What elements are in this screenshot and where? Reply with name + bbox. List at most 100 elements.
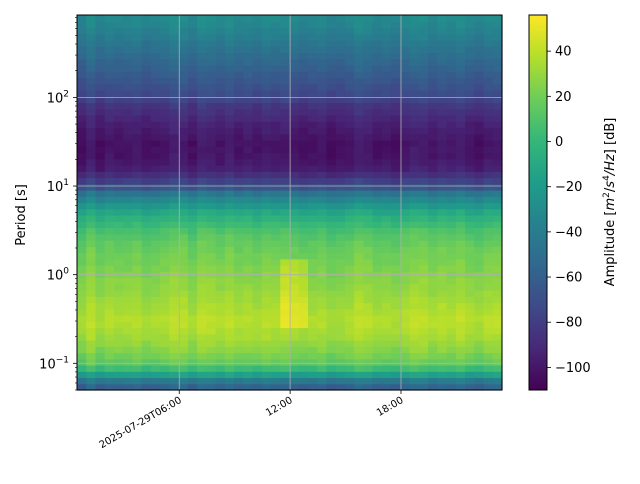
heatmap-cell (400, 108, 411, 116)
heatmap-cell (474, 377, 485, 385)
heatmap-cell (465, 208, 475, 216)
heatmap-cell (206, 158, 217, 166)
heatmap-cell (317, 21, 328, 29)
heatmap-cell (123, 308, 134, 316)
heatmap-cell (437, 333, 448, 341)
heatmap-cell (86, 127, 97, 135)
heatmap-cell (492, 190, 503, 197)
heatmap-cell (187, 190, 198, 197)
heatmap-cell (160, 190, 170, 197)
heatmap-cell (280, 152, 291, 160)
heatmap-cell (372, 96, 383, 104)
heatmap-cell (446, 21, 457, 29)
heatmap-cell (261, 208, 272, 216)
heatmap-cell (150, 171, 161, 179)
heatmap-cell (271, 27, 281, 35)
heatmap-cell (474, 352, 485, 360)
heatmap-cell (483, 346, 494, 354)
heatmap-cell (428, 115, 438, 122)
heatmap-cell (455, 71, 466, 79)
heatmap-cell (197, 296, 207, 304)
heatmap-cell (271, 290, 281, 297)
heatmap-cell (437, 102, 448, 110)
heatmap-cell (317, 71, 328, 79)
heatmap-cell (123, 246, 134, 254)
heatmap-cell (437, 127, 448, 135)
heatmap-cell (418, 252, 429, 260)
heatmap-cell (409, 365, 420, 372)
heatmap-cell (428, 358, 438, 366)
heatmap-cell (409, 308, 420, 316)
heatmap-cell (289, 340, 300, 347)
heatmap-cell (206, 352, 217, 360)
heatmap-cell (354, 327, 365, 335)
heatmap-cell (243, 102, 254, 110)
heatmap-cell (271, 352, 281, 360)
heatmap-cell (141, 252, 152, 260)
heatmap-cell (243, 215, 254, 222)
heatmap-cell (465, 83, 475, 91)
heatmap-cell (169, 33, 180, 41)
heatmap-cell (215, 121, 226, 129)
heatmap-cell (261, 77, 272, 85)
heatmap-cell (86, 215, 97, 222)
heatmap-cell (418, 321, 429, 329)
heatmap-cell (492, 202, 503, 210)
heatmap-cell (252, 352, 263, 360)
heatmap-cell (178, 190, 189, 197)
heatmap-cell (280, 221, 291, 229)
heatmap-cell (224, 358, 235, 366)
heatmap-cell (455, 102, 466, 110)
heatmap-cell (289, 102, 300, 110)
heatmap-cell (492, 246, 503, 254)
heatmap-cell (492, 352, 503, 360)
heatmap-cell (354, 302, 365, 310)
heatmap-cell (187, 83, 198, 91)
heatmap-cell (280, 371, 291, 379)
heatmap-cell (280, 115, 291, 122)
heatmap-cell (113, 246, 124, 254)
heatmap-cell (307, 133, 318, 141)
heatmap-cell (372, 208, 383, 216)
axis-ticks (73, 17, 402, 394)
heatmap-cell (354, 77, 365, 85)
heatmap-cell (307, 121, 318, 129)
heatmap-cell (271, 65, 281, 72)
heatmap-cell (391, 315, 401, 322)
heatmap-cell (483, 215, 494, 222)
heatmap-cell (95, 190, 106, 197)
heatmap-cell (409, 165, 420, 172)
heatmap-cell (446, 358, 457, 366)
heatmap-cell (141, 321, 152, 329)
heatmap-cell (437, 208, 448, 216)
heatmap-cell (77, 196, 87, 204)
heatmap-cell (206, 377, 217, 385)
heatmap-cell (150, 46, 161, 54)
heatmap-cell (197, 265, 207, 272)
heatmap-cell (261, 283, 272, 291)
heatmap-cell (150, 371, 161, 379)
heatmap-cell (446, 252, 457, 260)
heatmap-cell (150, 202, 161, 210)
heatmap-cell (86, 158, 97, 166)
heatmap-cell (372, 352, 383, 360)
heatmap-cell (381, 183, 392, 191)
heatmap-cell (215, 377, 226, 385)
heatmap-cell (86, 208, 97, 216)
heatmap-cell (261, 340, 272, 347)
heatmap-cell (446, 65, 457, 72)
heatmap-cell (234, 96, 244, 104)
y-tick-label: 10−1 (39, 355, 69, 372)
heatmap-cell (344, 183, 355, 191)
heatmap-cell (474, 58, 485, 66)
heatmap-cell (317, 202, 328, 210)
heatmap-cell (363, 365, 374, 372)
heatmap-cell (492, 121, 503, 129)
heatmap-cell (326, 265, 337, 272)
heatmap-cell (178, 283, 189, 291)
heatmap-cell (95, 40, 106, 47)
heatmap-cell (298, 52, 309, 60)
heatmap-cell (354, 365, 365, 372)
heatmap-cell (206, 190, 217, 197)
